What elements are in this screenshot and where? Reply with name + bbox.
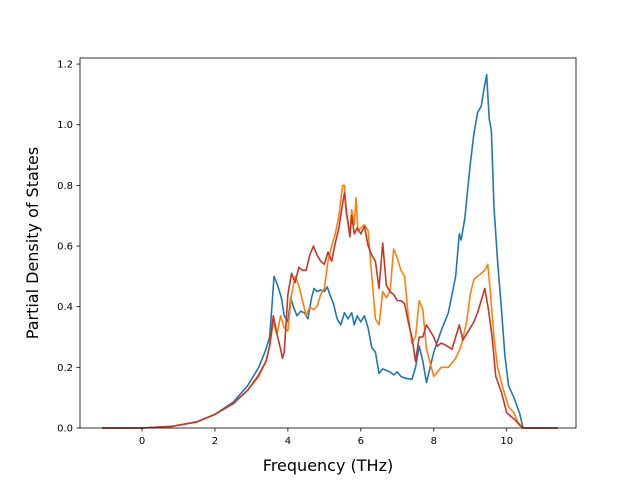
y-tick-label: 0.0	[57, 424, 73, 435]
x-tick-label: 6	[358, 436, 364, 447]
series-line-2	[101, 184, 558, 429]
series-line-1	[101, 73, 558, 429]
y-tick-label: 0.4	[57, 302, 73, 313]
x-axis-ticks: 0 2 4 6 8 10	[139, 428, 513, 447]
y-axis-label: Partial Density of States	[23, 147, 42, 339]
x-axis-label: Frequency (THz)	[263, 456, 393, 475]
y-tick-label: 1.0	[57, 120, 73, 131]
plot-frame	[79, 57, 577, 429]
y-tick-label: 0.8	[57, 181, 73, 192]
x-tick-label: 4	[285, 436, 291, 447]
series-line-3	[101, 192, 558, 429]
series-layer	[101, 73, 558, 429]
x-tick-label: 8	[431, 436, 437, 447]
y-tick-label: 0.2	[57, 363, 73, 374]
y-axis-ticks: 0.0 0.2 0.4 0.6 0.8 1.0 1.2	[57, 60, 80, 435]
x-tick-label: 0	[139, 436, 145, 447]
x-tick-label: 10	[500, 436, 513, 447]
y-tick-label: 1.2	[57, 60, 73, 71]
x-tick-label: 2	[212, 436, 218, 447]
y-tick-label: 0.6	[57, 242, 73, 253]
